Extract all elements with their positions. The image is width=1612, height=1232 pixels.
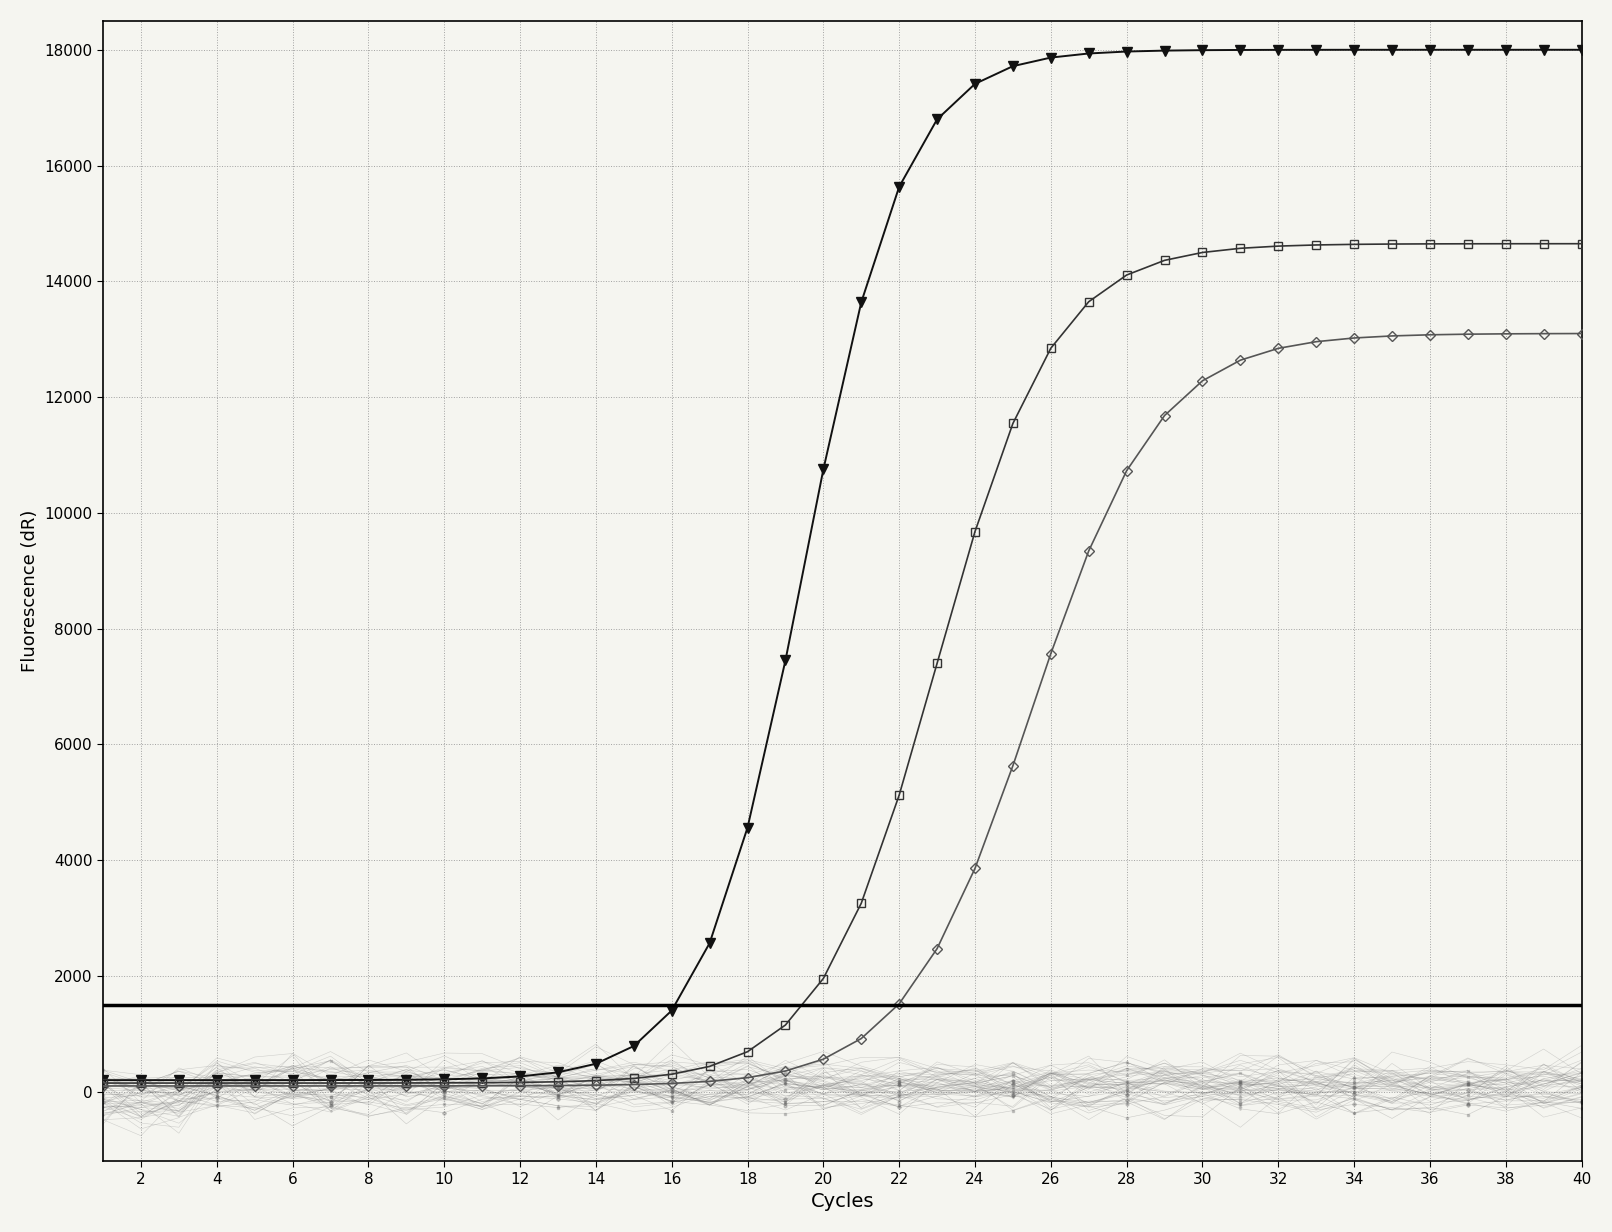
X-axis label: Cycles: Cycles <box>811 1193 874 1211</box>
Y-axis label: Fluorescence (dR): Fluorescence (dR) <box>21 510 39 673</box>
